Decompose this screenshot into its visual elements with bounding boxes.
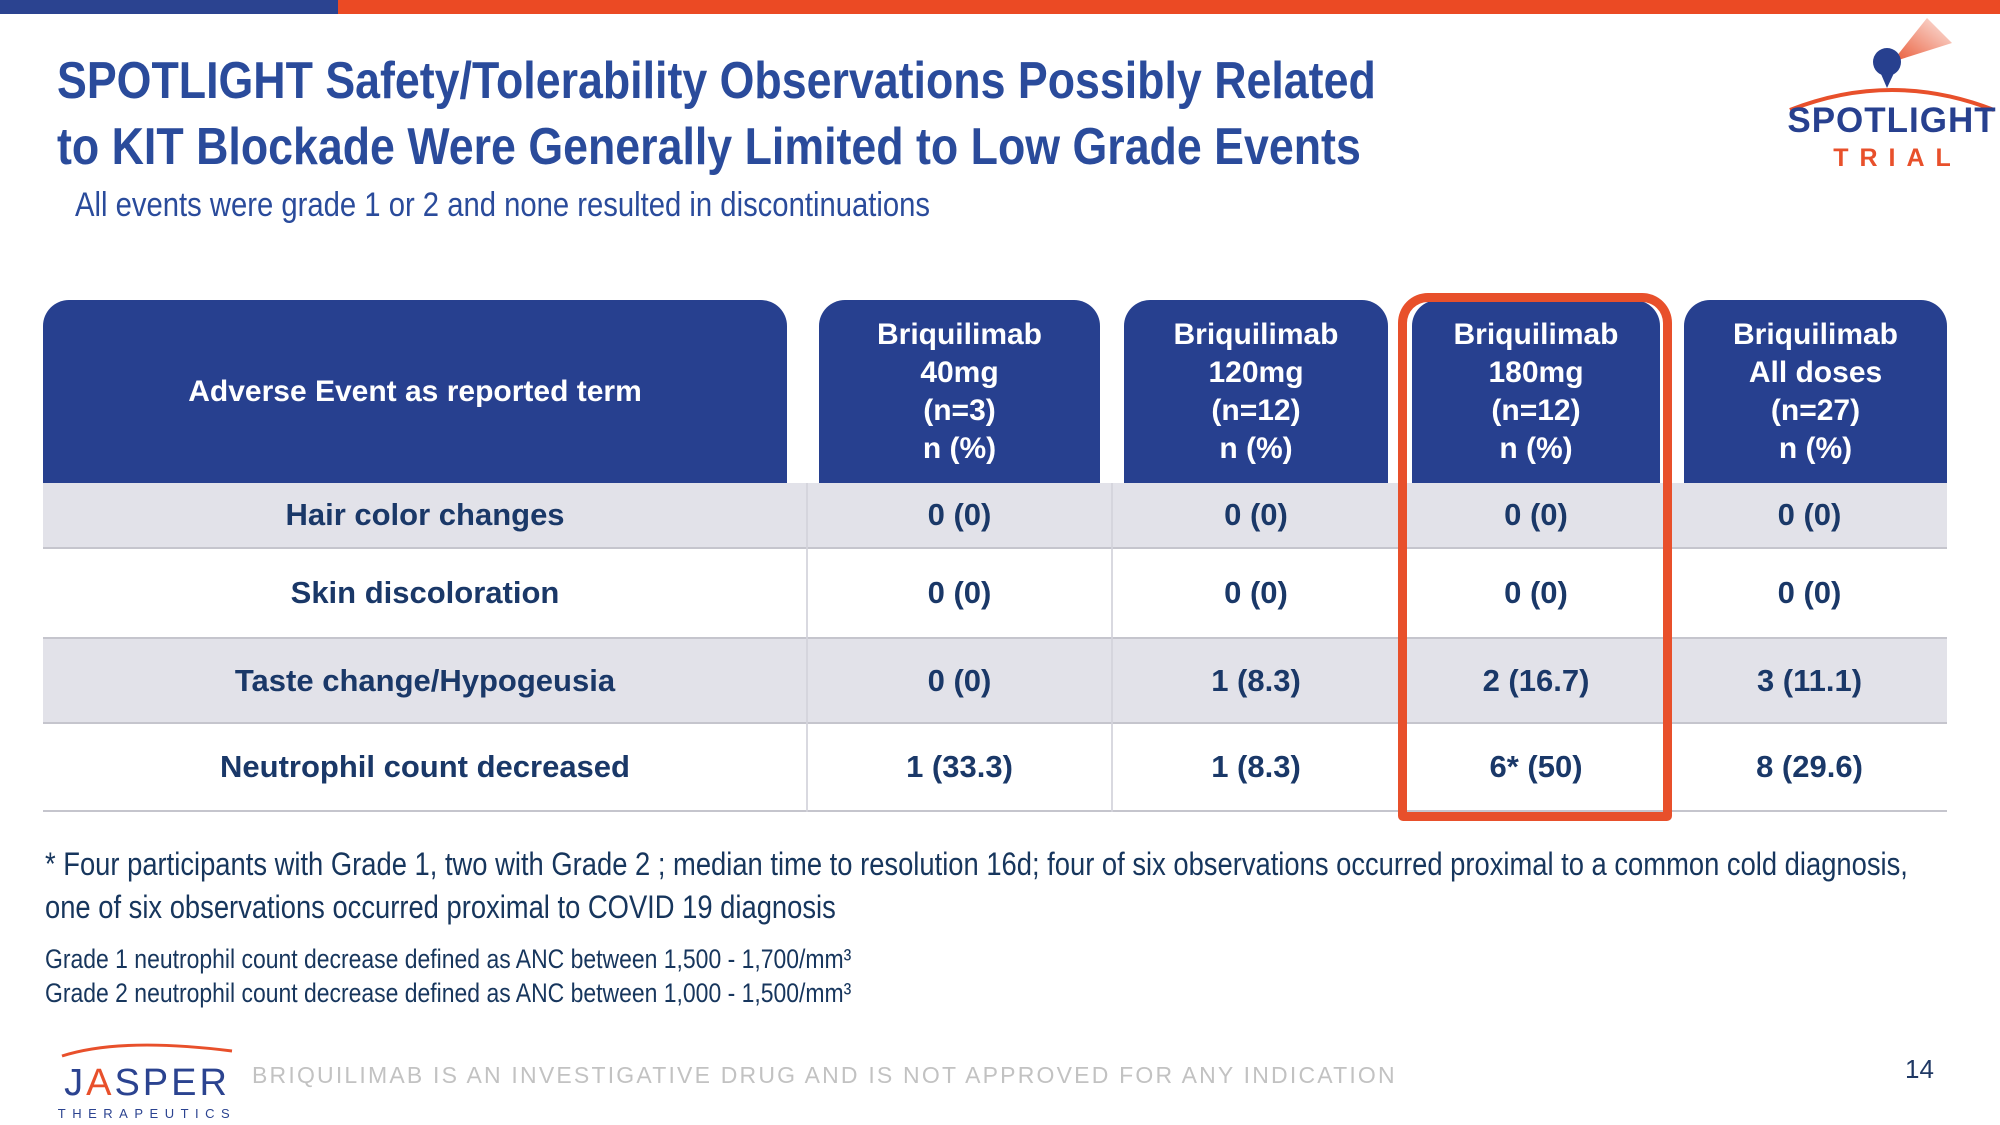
value-cell: 1 (33.3) [906, 749, 1013, 784]
jasper-letters-sper: SPER [114, 1062, 230, 1104]
top-bar-blue-segment [0, 0, 338, 14]
jasper-therapeutics-logo: JASPER THERAPEUTICS [57, 1036, 237, 1121]
col-n: (n=12) [1211, 393, 1301, 427]
value-cell: 0 (0) [1777, 575, 1842, 610]
table-row: Neutrophil count decreased 1 (33.3) 1 (8… [43, 724, 1947, 812]
header-box-120mg: Briquilimab 120mg (n=12) n (%) [1124, 300, 1388, 483]
row-label-cell: Taste change/Hypogeusia [234, 662, 616, 698]
page-number: 14 [1905, 1054, 1934, 1084]
header-box-180mg: Briquilimab 180mg (n=12) n (%) [1412, 300, 1660, 483]
value-cell: 0 (0) [1224, 575, 1288, 610]
grade2-definition-note: Grade 2 neutrophil count decrease define… [45, 978, 852, 1008]
col-stat: n (%) [1778, 431, 1853, 465]
col-n: (n=27) [1770, 393, 1861, 427]
table-header-col-120mg: Briquilimab 120mg (n=12) n (%) [1112, 300, 1400, 483]
table-row: Skin discoloration 0 (0) 0 (0) 0 (0) 0 (… [43, 549, 1947, 639]
column-divider [806, 483, 808, 812]
value-cell: 0 (0) [1224, 497, 1288, 532]
investigational-drug-disclaimer: BRIQUILIMAB IS AN INVESTIGATIVE DRUG AND… [252, 1062, 1397, 1088]
corner-header-box: Adverse Event as reported term [43, 300, 787, 483]
table-header-row: Adverse Event as reported term Briquilim… [43, 300, 1947, 483]
table-row: Hair color changes 0 (0) 0 (0) 0 (0) 0 (… [43, 483, 1947, 549]
col-n: (n=12) [1491, 393, 1581, 427]
value-cell: 2 (16.7) [1482, 662, 1590, 698]
col-dose: 180mg [1488, 355, 1584, 389]
col-drug: Briquilimab [876, 317, 1042, 351]
col-n: (n=3) [923, 393, 996, 427]
spotlight-trial-logo: SPOTLIGHT TRIAL [1786, 16, 1998, 173]
col-dose: All doses [1748, 355, 1883, 389]
value-cell: 3 (11.1) [1756, 662, 1863, 698]
table-header-col-40mg: Briquilimab 40mg (n=3) n (%) [807, 300, 1112, 483]
col-drug: Briquilimab [1453, 317, 1619, 351]
column-divider [1111, 483, 1113, 812]
col-drug: Briquilimab [1173, 317, 1339, 351]
page-subtitle: All events were grade 1 or 2 and none re… [75, 186, 931, 224]
col-stat: n (%) [1219, 431, 1293, 465]
jasper-letter-a: A [86, 1062, 115, 1104]
value-cell: 8 (29.6) [1756, 749, 1863, 784]
table-row: Taste change/Hypogeusia 0 (0) 1 (8.3) 2 … [43, 639, 1947, 724]
value-cell: 1 (8.3) [1211, 662, 1301, 698]
table-header-col-all-doses: Briquilimab All doses (n=27) n (%) [1672, 300, 1947, 483]
col-stat: n (%) [1499, 431, 1573, 465]
value-cell: 0 (0) [927, 662, 992, 698]
row-label-cell: Skin discoloration [290, 575, 560, 610]
top-bar-orange-segment [338, 0, 2000, 14]
jasper-logo-subtext: THERAPEUTICS [57, 1106, 237, 1121]
adverse-events-table: Adverse Event as reported term Briquilim… [43, 293, 1947, 821]
col-dose: 40mg [920, 355, 999, 389]
grade1-definition-note: Grade 1 neutrophil count decrease define… [45, 944, 852, 974]
col-stat: n (%) [922, 431, 997, 465]
top-accent-bar [0, 0, 2000, 14]
spotlight-flashlight-icon [1789, 18, 1995, 112]
value-cell: 0 (0) [927, 497, 992, 532]
table-header-corner-cell: Adverse Event as reported term [43, 300, 807, 483]
jasper-logo-wordmark: JASPER [57, 1063, 237, 1103]
page-title-line2: to KIT Blockade Were Generally Limited t… [57, 118, 1361, 176]
value-cell: 0 (0) [1504, 497, 1568, 532]
page-title: SPOTLIGHT Safety/Tolerability Observatio… [57, 48, 1590, 180]
header-box-all-doses: Briquilimab All doses (n=27) n (%) [1684, 300, 1947, 483]
value-cell: 0 (0) [927, 575, 992, 610]
value-cell: 6* (50) [1489, 749, 1583, 784]
table-header-col-180mg: Briquilimab 180mg (n=12) n (%) [1400, 300, 1672, 483]
jasper-arc-icon [61, 1043, 233, 1058]
spotlight-logo-title: SPOTLIGHT [1787, 101, 1997, 140]
corner-header-label: Adverse Event as reported term [188, 374, 642, 408]
row-label-cell: Hair color changes [285, 497, 565, 532]
value-cell: 1 (8.3) [1211, 749, 1301, 784]
header-box-40mg: Briquilimab 40mg (n=3) n (%) [819, 300, 1100, 483]
page-title-line1: SPOTLIGHT Safety/Tolerability Observatio… [57, 52, 1376, 110]
jasper-letter-j: J [64, 1062, 87, 1104]
spotlight-logo-subtitle: TRIAL [1833, 144, 1962, 172]
col-drug: Briquilimab [1732, 317, 1898, 351]
asterisk-footnote: * Four participants with Grade 1, two wi… [45, 846, 1908, 925]
row-label-cell: Neutrophil count decreased [220, 749, 630, 784]
value-cell: 0 (0) [1504, 575, 1568, 610]
value-cell: 0 (0) [1777, 497, 1842, 532]
col-dose: 120mg [1208, 355, 1304, 389]
